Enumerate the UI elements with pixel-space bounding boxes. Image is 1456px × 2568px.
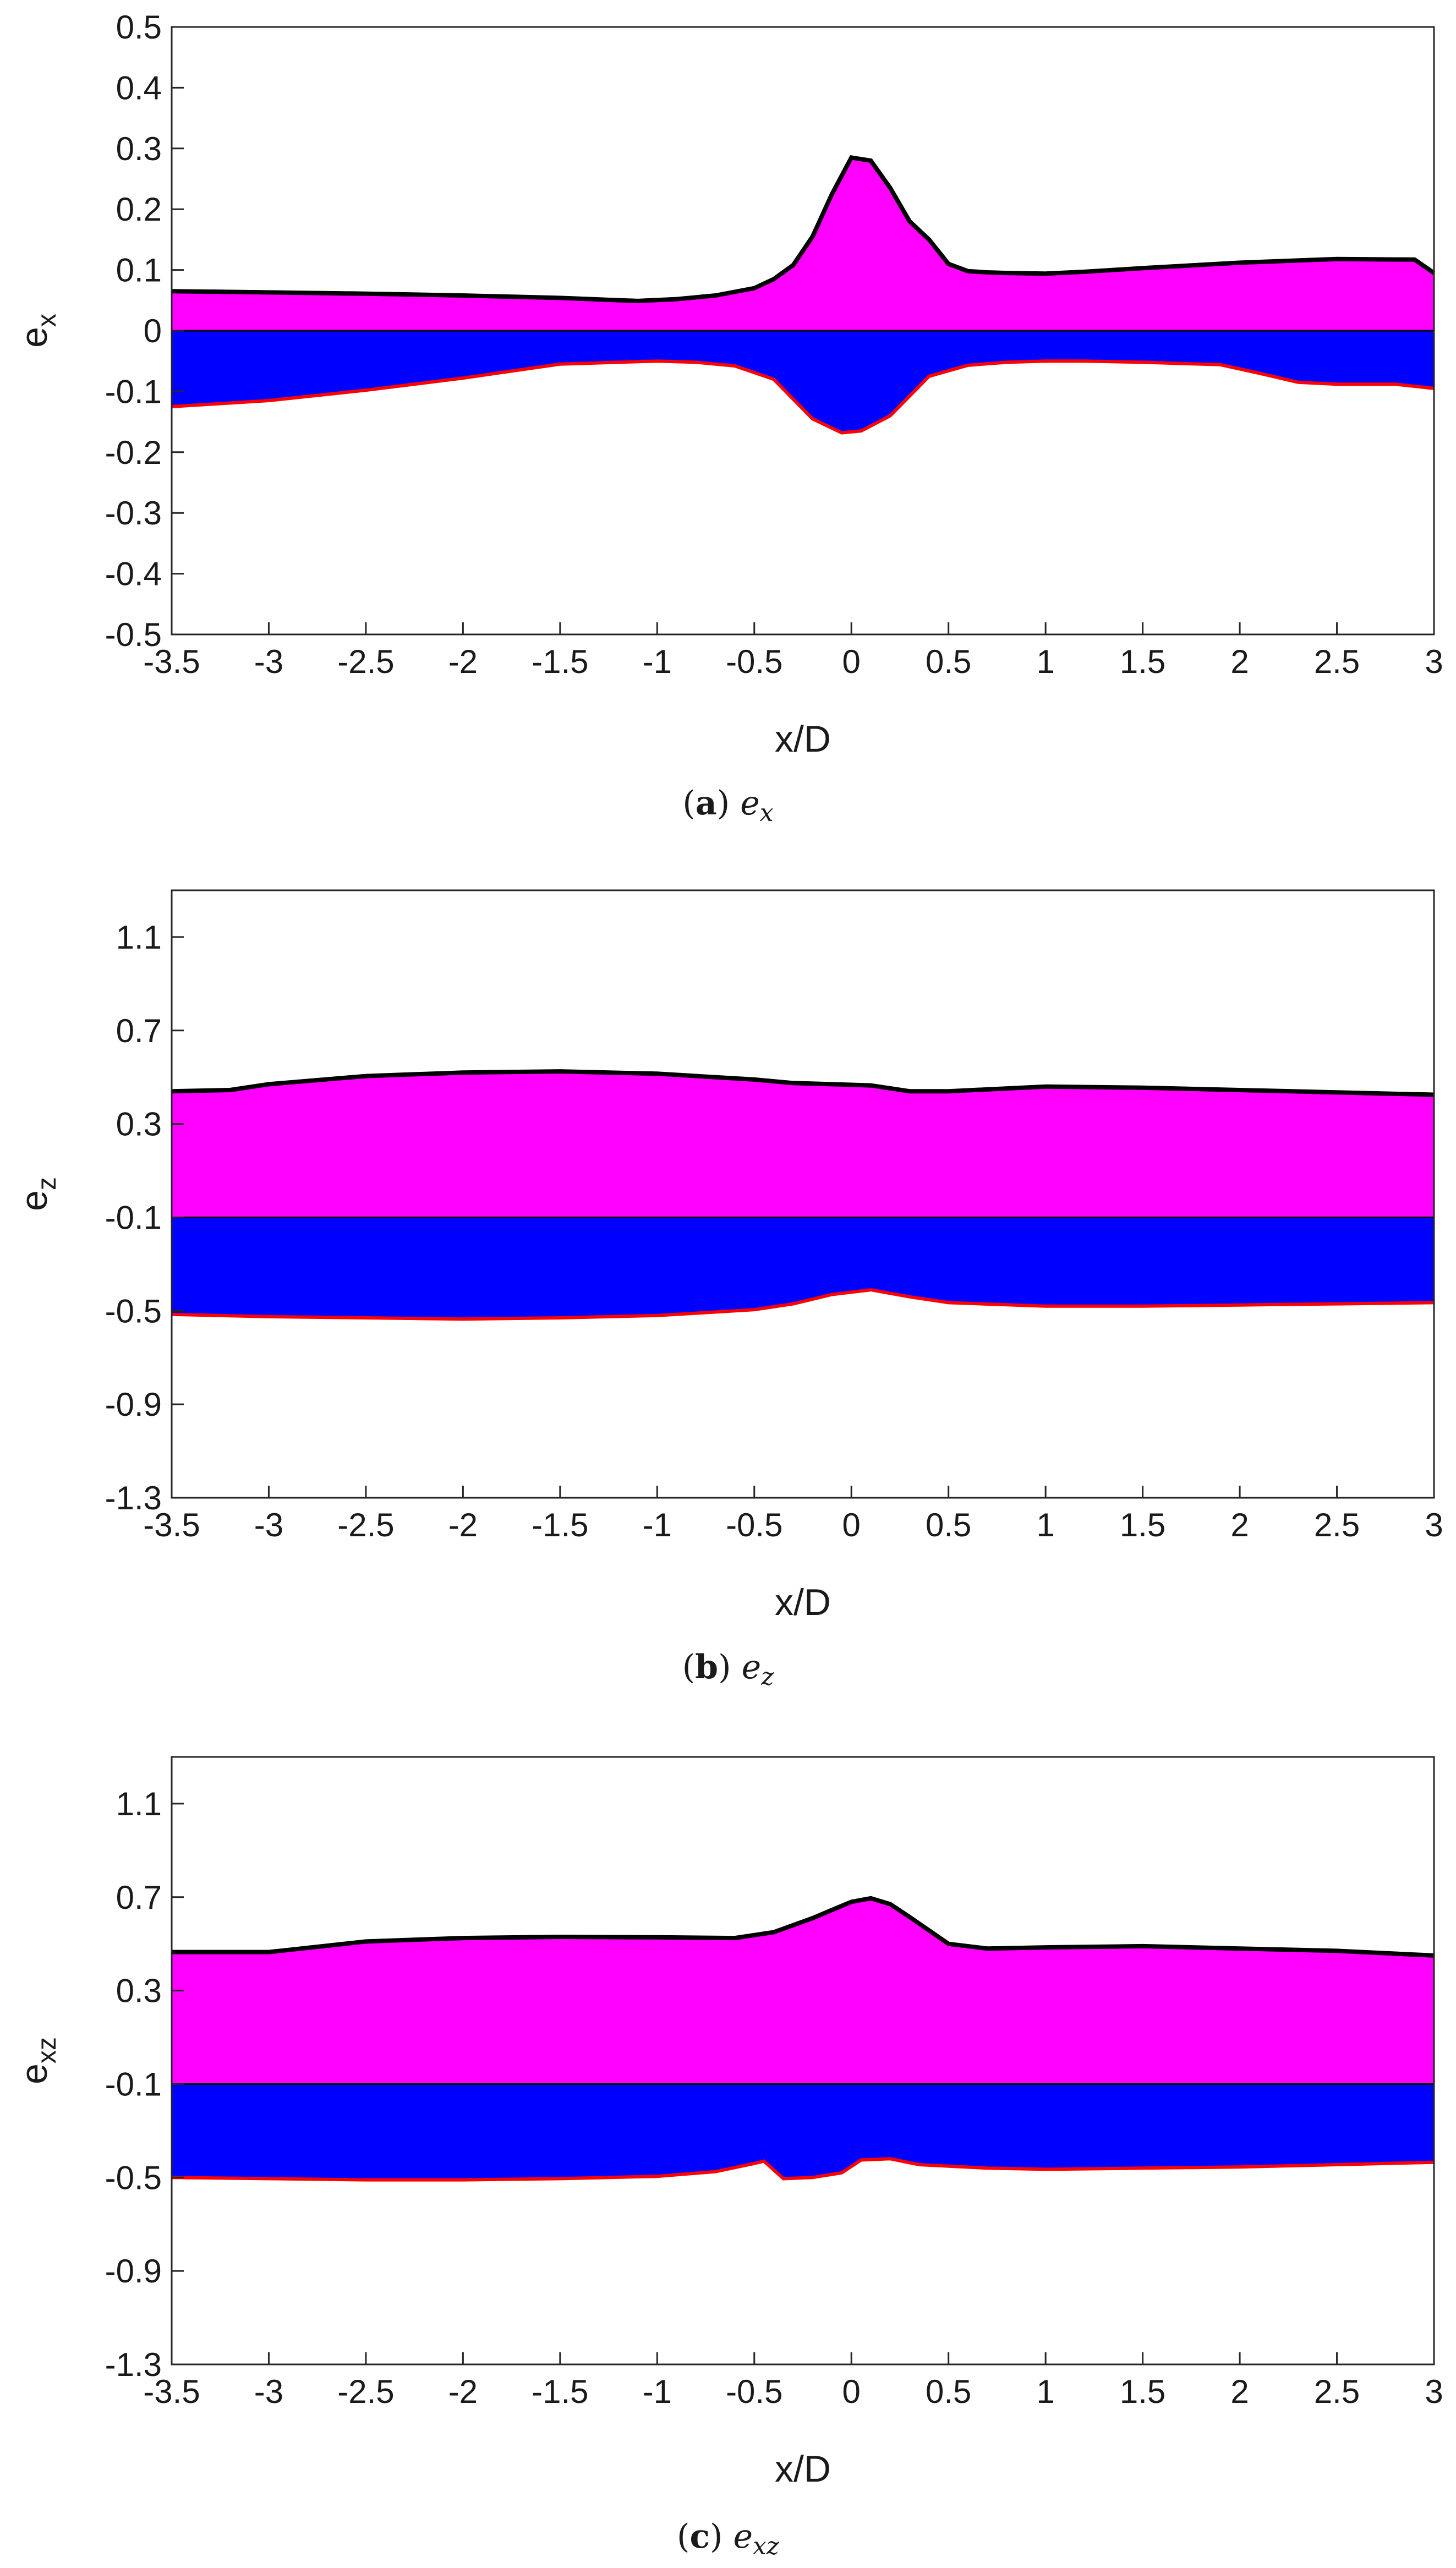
negative-area-a bbox=[172, 331, 1434, 433]
y-tick-label: 0.1 bbox=[116, 252, 162, 289]
x-tick-label: -2 bbox=[448, 2373, 478, 2410]
x-tick-label: -0.5 bbox=[726, 643, 782, 680]
lower-envelope-line-b bbox=[171, 1288, 1435, 1321]
y-tick-label: -0.5 bbox=[105, 1293, 162, 1329]
y-tick-label: -0.5 bbox=[105, 616, 162, 653]
y-tick-label: -1.3 bbox=[105, 2346, 162, 2383]
x-tick-label: -2 bbox=[448, 1507, 478, 1543]
upper-envelope-line-b bbox=[171, 1069, 1435, 1097]
y-tick-label: -0.1 bbox=[105, 2066, 162, 2102]
x-tick-label: 0 bbox=[842, 2373, 861, 2410]
y-tick-label: 0.7 bbox=[116, 1012, 162, 1049]
x-tick-label: 0.5 bbox=[926, 1507, 971, 1543]
x-axis-label-a: x/D bbox=[775, 718, 831, 760]
y-tick-label: 0.4 bbox=[116, 69, 162, 106]
x-tick-label: 2 bbox=[1230, 1507, 1249, 1543]
y-tick-label: 0.3 bbox=[116, 1973, 162, 2009]
x-tick-label: -1.5 bbox=[532, 1507, 588, 1543]
x-tick-label: 1.5 bbox=[1120, 1507, 1165, 1543]
x-tick-label: -1 bbox=[643, 1507, 672, 1543]
caption-b: (b) ez bbox=[682, 1648, 774, 1691]
x-tick-label: 2 bbox=[1230, 643, 1249, 680]
y-axis-label-c: exz bbox=[13, 2037, 62, 2084]
negative-area-b bbox=[172, 1217, 1434, 1319]
x-tick-label: -1 bbox=[643, 643, 672, 680]
x-tick-label: -0.5 bbox=[726, 2373, 782, 2410]
x-tick-label: -3.5 bbox=[143, 643, 200, 680]
caption-a: (a) ex bbox=[682, 784, 773, 827]
y-tick-labels-a: 0.5 0.4 0.3 0.2 0.1 0 -0.1 -0.2 -0.3 -0.4 -0.5 bbox=[105, 9, 184, 653]
y-tick-label: -0.1 bbox=[105, 1199, 162, 1236]
x-tick-label: -2.5 bbox=[337, 643, 394, 680]
x-tick-label: 2 bbox=[1230, 2373, 1249, 2410]
y-tick-label: -0.4 bbox=[105, 556, 162, 593]
x-tick-label: -1.5 bbox=[532, 643, 588, 680]
lower-envelope-line-a bbox=[171, 359, 1435, 435]
x-tick-label: 0.5 bbox=[926, 2373, 971, 2410]
x-tick-label: 1 bbox=[1036, 1507, 1054, 1543]
x-tick-label: 1 bbox=[1036, 643, 1054, 680]
x-tick-label: 2.5 bbox=[1314, 643, 1360, 680]
x-tick-label: 2.5 bbox=[1314, 1507, 1360, 1543]
y-tick-label: -0.2 bbox=[105, 434, 162, 471]
x-tick-label: 1 bbox=[1036, 2373, 1054, 2410]
positive-area-b bbox=[172, 1071, 1434, 1218]
y-tick-label: 0.2 bbox=[116, 191, 162, 228]
y-tick-labels-c: 1.1 0.7 0.3 -0.1 -0.5 -0.9 -1.3 bbox=[105, 1786, 184, 2383]
y-tick-label: 1.1 bbox=[116, 919, 162, 956]
x-tick-labels-c: -3.5 -3 -2.5 -2 -1.5 -1 -0.5 0 0.5 1 1.5 2 2.5 3 bbox=[143, 2352, 1443, 2410]
axes-frame-b bbox=[171, 889, 1435, 1499]
y-tick-label: 0.3 bbox=[116, 130, 162, 167]
y-tick-label: 0.7 bbox=[116, 1879, 162, 1916]
y-tick-label: -0.9 bbox=[105, 1386, 162, 1423]
x-tick-label: -3.5 bbox=[143, 2373, 200, 2410]
x-tick-label: -1.5 bbox=[532, 2373, 588, 2410]
y-tick-labels-b: 1.1 0.7 0.3 -0.1 -0.5 -0.9 -1.3 bbox=[105, 919, 184, 1516]
x-tick-label: 1.5 bbox=[1120, 2373, 1165, 2410]
y-tick-label: -0.3 bbox=[105, 495, 162, 532]
x-axis-label-c: x/D bbox=[775, 2448, 831, 2490]
x-tick-label: 2.5 bbox=[1314, 2373, 1360, 2410]
x-tick-label: 3 bbox=[1425, 643, 1443, 680]
y-tick-label: 1.1 bbox=[116, 1786, 162, 1822]
y-tick-label: -1.3 bbox=[105, 1480, 162, 1516]
x-tick-label: 0.5 bbox=[926, 643, 971, 680]
x-tick-label: -3 bbox=[254, 2373, 283, 2410]
y-tick-label: 0.3 bbox=[116, 1106, 162, 1143]
upper-envelope-line-c bbox=[172, 1896, 1435, 1958]
lower-envelope-line-c bbox=[171, 2157, 1435, 2182]
x-tick-label: -3 bbox=[254, 1507, 283, 1543]
x-tick-label: -2.5 bbox=[337, 1507, 394, 1543]
x-tick-label: -2.5 bbox=[337, 2373, 394, 2410]
x-tick-labels-a: -3.5 -3 -2.5 -2 -1.5 -1 -0.5 0 0.5 1 1.5 2 2.5 3 bbox=[143, 622, 1443, 680]
panel-c: -3.5 -3 -2.5 -2 -1.5 -1 -0.5 0 0.5 1 1.5 2 2.5 3 1.1 0… bbox=[13, 1756, 1443, 2560]
x-tick-label: 3 bbox=[1425, 1507, 1443, 1543]
x-tick-label: -0.5 bbox=[726, 1507, 782, 1543]
y-tick-label: -0.5 bbox=[105, 2159, 162, 2196]
negative-area-c bbox=[172, 2084, 1434, 2180]
x-tick-label: 0 bbox=[842, 643, 861, 680]
y-tick-label: -0.9 bbox=[105, 2253, 162, 2290]
positive-area-a bbox=[172, 157, 1434, 331]
x-tick-label: 3 bbox=[1425, 2373, 1443, 2410]
axes-frame-c bbox=[171, 1756, 1435, 2366]
panel-a: -3.5 -3 -2.5 -2 -1.5 -1 -0.5 0 0.5 1 1.5 2 2.5 3 0.50… bbox=[13, 9, 1443, 827]
x-tick-label: -2 bbox=[448, 643, 478, 680]
x-tick-label: 1.5 bbox=[1120, 643, 1165, 680]
x-axis-label-b: x/D bbox=[775, 1581, 831, 1623]
x-tick-label: -1 bbox=[643, 2373, 672, 2410]
y-axis-label-a: ex bbox=[13, 314, 62, 348]
caption-c: (c) exz bbox=[677, 2517, 780, 2560]
positive-area-c bbox=[172, 1898, 1434, 2084]
y-tick-label: 0 bbox=[144, 313, 162, 349]
y-tick-label: -0.1 bbox=[105, 373, 162, 410]
y-axis-label-b: ez bbox=[13, 1177, 62, 1211]
y-tick-label: 0.5 bbox=[116, 9, 162, 46]
panel-b: -3.5 -3 -2.5 -2 -1.5 -1 -0.5 0 0.5 1 1.5 2 2.5 3 1.1 0… bbox=[13, 889, 1443, 1691]
x-tick-label: 0 bbox=[842, 1507, 861, 1543]
upper-envelope-line-a bbox=[171, 155, 1436, 303]
x-tick-labels-b: -3.5 -3 -2.5 -2 -1.5 -1 -0.5 0 0.5 1 1.5 2 2.5 3 bbox=[143, 1486, 1443, 1543]
x-tick-label: -3 bbox=[254, 643, 283, 680]
x-tick-label: -3.5 bbox=[143, 1507, 200, 1543]
